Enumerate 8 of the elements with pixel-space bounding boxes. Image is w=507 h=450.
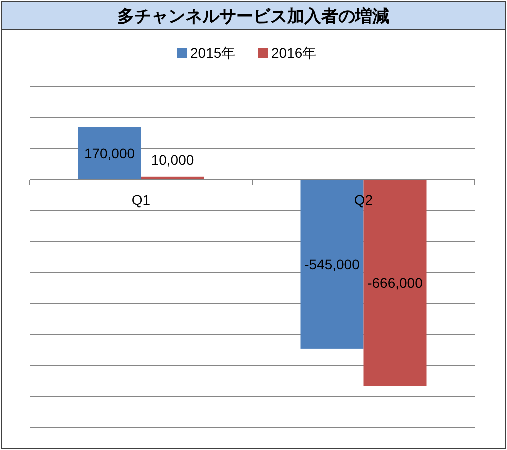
- data-label: -545,000: [304, 256, 360, 272]
- x-tick-label: Q1: [132, 192, 151, 208]
- data-label: 10,000: [151, 152, 194, 168]
- chart-title: 多チャンネルサービス加入者の増減: [118, 6, 390, 26]
- legend-label: 2016年: [272, 45, 317, 61]
- data-label: 170,000: [84, 146, 136, 162]
- legend-label: 2015年: [190, 45, 236, 61]
- data-label: -666,000: [368, 275, 424, 292]
